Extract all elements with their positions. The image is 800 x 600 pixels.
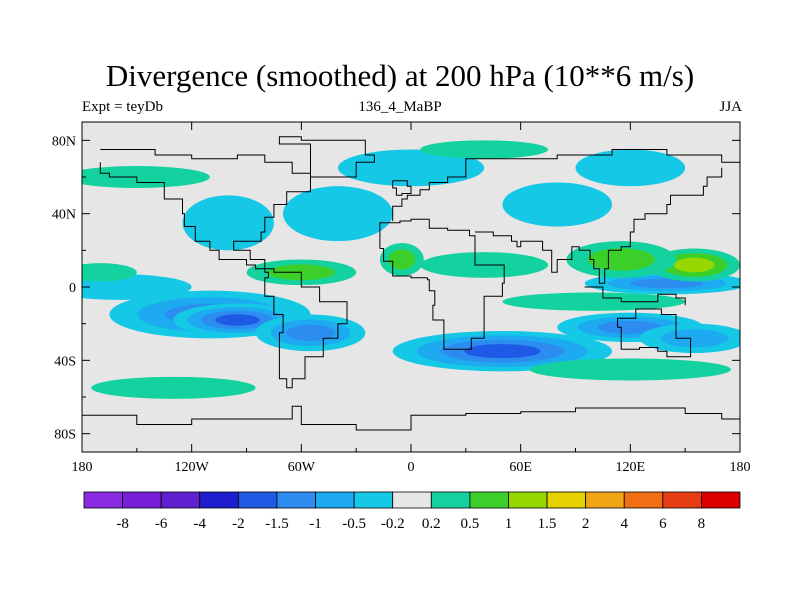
contour-level--2 — [660, 329, 729, 348]
colorbar-label: 0.5 — [461, 516, 480, 532]
coastlines — [82, 136, 740, 431]
x-tick-label: 60W — [288, 460, 316, 475]
divergence-region-16 — [379, 243, 424, 276]
colorbar-swatch — [276, 491, 316, 509]
contour-level--3 — [597, 320, 663, 334]
contour-level--1 — [182, 195, 274, 251]
contour-level--4 — [215, 314, 260, 326]
divergence-region-19 — [502, 292, 686, 311]
colorbar-label: -8 — [116, 516, 129, 532]
colorbar-label: -0.2 — [381, 516, 405, 532]
colorbar-label: 1.5 — [538, 516, 557, 532]
colorbar-swatch — [585, 491, 625, 509]
y-tick-label: 80S — [54, 428, 76, 443]
colorbar-swatch — [430, 491, 471, 509]
season-label: JJA — [719, 99, 742, 115]
x-tick-label: 120W — [175, 460, 210, 475]
colorbar-swatch — [353, 491, 394, 509]
contour-level-+3 — [673, 257, 715, 273]
colorbar-swatch — [701, 491, 741, 509]
contour-level-+1 — [420, 140, 549, 159]
y-tick-label: 40S — [54, 354, 76, 369]
colorbar-swatch — [392, 491, 432, 509]
colorbar-label: -4 — [194, 516, 207, 532]
contour-level-+1 — [82, 166, 210, 188]
divergence-region-9 — [182, 195, 274, 251]
coastline-3 — [475, 167, 723, 284]
colorbar-swatch — [315, 491, 355, 509]
divergence-region-8 — [502, 182, 613, 227]
contour-level-+2 — [388, 249, 416, 270]
colorbar-swatch — [508, 491, 548, 509]
run-label: 136_4_MaBP — [358, 99, 442, 115]
divergence-region-4 — [392, 331, 613, 372]
divergence-region-10 — [283, 186, 393, 242]
colorbar-swatch — [662, 491, 702, 509]
coastline-5 — [82, 405, 740, 431]
divergence-region-20 — [91, 376, 256, 399]
contour-level-+1 — [529, 358, 731, 381]
coastline-0 — [99, 149, 348, 389]
colorbar-swatch — [199, 491, 239, 509]
colorbar-label: 4 — [620, 516, 628, 532]
colorbar-label: -6 — [155, 516, 168, 532]
coastline-6 — [278, 136, 375, 178]
colorbar-label: 1 — [505, 516, 513, 532]
coastline-4 — [617, 308, 692, 358]
x-tick-label: 180 — [72, 460, 93, 475]
contour-level-+2 — [587, 248, 655, 271]
y-tick-label: 40N — [52, 208, 76, 223]
coastline-8 — [392, 180, 412, 196]
colorbar-swatch — [83, 491, 123, 509]
divergence-region-22 — [82, 166, 210, 188]
coastline-1 — [392, 149, 740, 221]
divergence-region-3 — [255, 314, 366, 352]
coastline-7 — [584, 286, 686, 306]
contour-level--1 — [502, 182, 613, 227]
contour-level--3 — [286, 324, 335, 341]
colorbar-swatch — [237, 491, 278, 509]
contour-level--1 — [283, 186, 393, 242]
colorbar-label: -2 — [232, 516, 245, 532]
colorbar-label: 8 — [698, 516, 706, 532]
contour-level-+1 — [82, 263, 137, 282]
experiment-label: Expt = teyDb — [82, 99, 163, 115]
divergence-region-12 — [575, 149, 686, 187]
y-tick-label: 0 — [69, 281, 76, 296]
x-tick-label: 180 — [730, 460, 751, 475]
contour-level--4 — [464, 344, 541, 359]
divergence-region-2 — [173, 303, 302, 337]
x-tick-label: 0 — [408, 460, 415, 475]
divergence-region-23 — [420, 140, 549, 159]
colorbar-swatch — [160, 491, 201, 509]
y-tick-label: 80N — [52, 134, 76, 149]
colorbar-label: 2 — [582, 516, 590, 532]
colorbar-label: 0.2 — [422, 516, 441, 532]
colorbar-label: -1 — [309, 516, 322, 532]
colorbar-swatch — [469, 491, 509, 509]
chart-title: Divergence (smoothed) at 200 hPa (10**6 … — [105, 58, 695, 93]
x-tick-label: 60E — [509, 460, 532, 475]
divergence-region-18 — [82, 263, 137, 282]
colorbar-label: -0.5 — [342, 516, 366, 532]
contour-level--1 — [575, 149, 686, 187]
contour-level-+1 — [91, 376, 256, 399]
colorbar-label: -1.5 — [265, 516, 289, 532]
colorbar-swatch — [122, 491, 162, 509]
x-tick-label: 120E — [616, 460, 646, 475]
divergence-region-6 — [639, 323, 740, 353]
colorbar-swatch — [546, 491, 587, 509]
colorbar-swatch — [623, 491, 664, 509]
colorbar-label: 6 — [659, 516, 667, 532]
coastline-2 — [379, 218, 505, 350]
contour-level-+1 — [502, 292, 686, 311]
divergence-region-21 — [529, 358, 731, 381]
